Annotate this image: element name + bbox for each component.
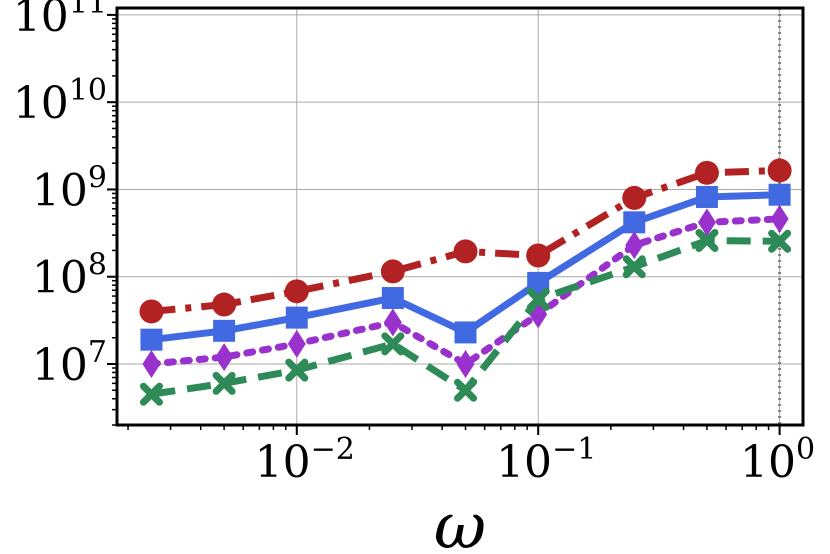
circle-marker [526,243,551,268]
series-line [151,191,780,344]
square-marker [285,306,308,329]
series-group [139,158,792,406]
circle-marker [139,299,164,324]
x-tick-label: 100 [740,432,815,488]
circle-marker [767,158,792,183]
x-tick-label: 10−2 [255,432,355,488]
square-marker [213,319,236,342]
circle-marker [622,185,647,210]
series-3 [142,204,789,378]
grid [117,8,803,425]
square-marker [140,328,163,351]
circle-marker [212,292,237,317]
x-marker [526,287,550,311]
series-2 [140,183,791,351]
circle-marker [453,239,478,264]
diamond-marker [770,204,789,233]
series-1 [139,158,792,324]
x-marker [381,332,405,356]
circle-marker [284,279,309,304]
x-tick-label: 10−1 [496,432,596,488]
x-marker [139,382,163,406]
axis-ticks: 10−2 10−1 100 107 108 109 1010 1011 [13,0,815,488]
diamond-marker [625,231,644,260]
square-marker [623,211,646,234]
circle-marker [694,160,719,185]
square-marker [454,321,477,344]
x-marker [622,255,646,279]
y-tick-label: 108 [32,248,107,304]
square-marker [768,183,791,206]
diamond-marker [287,329,306,358]
diamond-marker [697,208,716,237]
x-axis-label: ω [434,490,486,554]
diamond-marker [456,349,475,378]
square-marker [527,271,550,294]
diamond-marker [383,308,402,337]
x-marker [695,229,719,253]
circle-marker [380,259,405,284]
x-marker [768,229,792,253]
y-tick-label: 1011 [13,0,107,42]
y-tick-label: 1010 [13,73,107,129]
plot-frame [115,6,805,427]
x-marker [212,371,236,395]
square-marker [695,185,718,208]
x-marker [454,378,478,402]
x-marker [285,358,309,382]
series-4 [139,229,792,406]
diamond-marker [215,343,234,372]
square-marker [381,287,404,310]
diamond-marker [142,349,161,378]
y-tick-label: 109 [32,160,107,216]
y-tick-label: 107 [32,335,107,391]
